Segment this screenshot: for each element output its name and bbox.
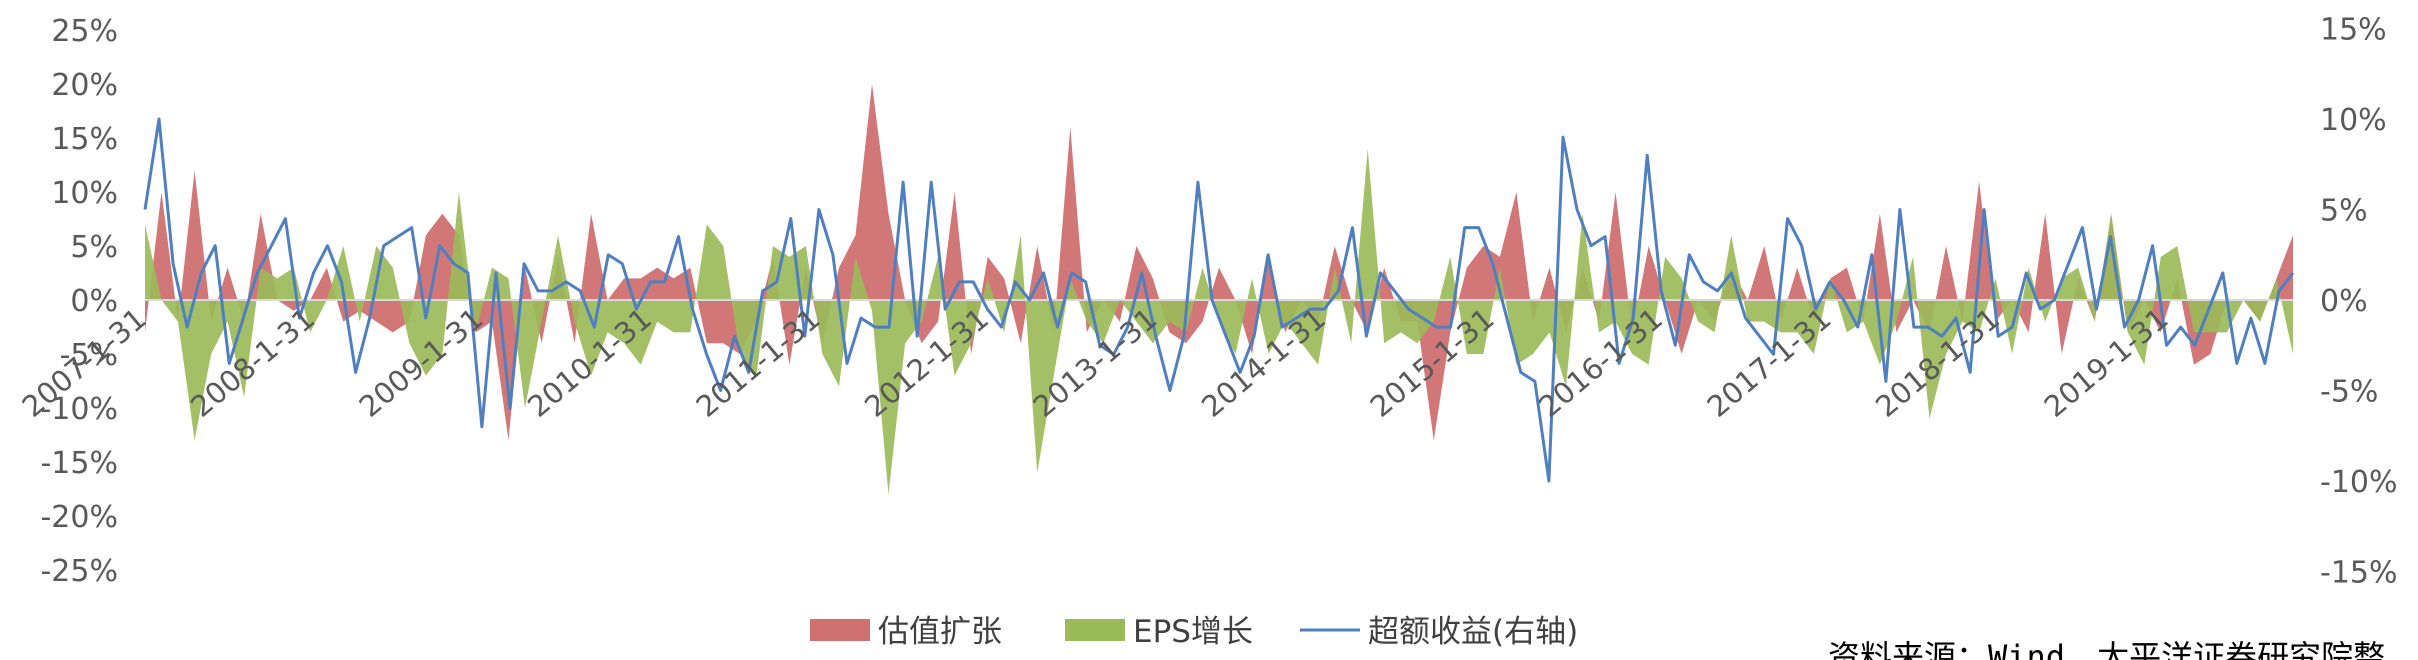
left-tick-label: -20%: [40, 500, 118, 535]
line-series: [143, 117, 2295, 483]
right-axis-ticks: 15% 10% 5% 0% -5% -10% -15%: [2320, 13, 2398, 591]
left-tick-label: 10%: [51, 176, 118, 211]
area-series: [145, 84, 2293, 495]
left-tick-label: 25%: [51, 14, 118, 49]
left-tick-label: -15%: [40, 446, 118, 481]
line-series-excess-return: [143, 117, 2295, 483]
right-tick-label: 15%: [2320, 13, 2387, 48]
legend-swatch: [1065, 619, 1125, 641]
right-tick-label: 10%: [2320, 103, 2387, 138]
legend-swatch: [810, 619, 870, 641]
left-tick-label: -25%: [40, 554, 118, 589]
right-tick-label: -5%: [2320, 375, 2378, 410]
right-tick-label: -15%: [2320, 556, 2398, 591]
right-tick-label: 0%: [2320, 284, 2368, 319]
source-note: 资料来源：Wind，太平洋证券研究院整: [1828, 638, 2385, 660]
left-tick-label: 0%: [70, 284, 118, 319]
left-tick-label: -5%: [60, 338, 118, 373]
legend-label: 超额收益(右轴): [1368, 614, 1578, 650]
left-tick-label: 15%: [51, 122, 118, 157]
right-tick-label: -10%: [2320, 465, 2398, 500]
left-tick-label: -10%: [40, 392, 118, 427]
left-tick-label: 5%: [70, 230, 118, 265]
legend: 估值扩张 EPS增长 超额收益(右轴): [810, 614, 1578, 650]
left-axis-ticks: 25% 20% 15% 10% 5% 0% -5% -10% -15% -20% -25%: [40, 14, 118, 589]
left-tick-label: 20%: [51, 68, 118, 103]
legend-label: EPS增长: [1133, 614, 1253, 650]
legend-label: 估值扩张: [878, 614, 1002, 650]
right-tick-label: 5%: [2320, 194, 2368, 229]
